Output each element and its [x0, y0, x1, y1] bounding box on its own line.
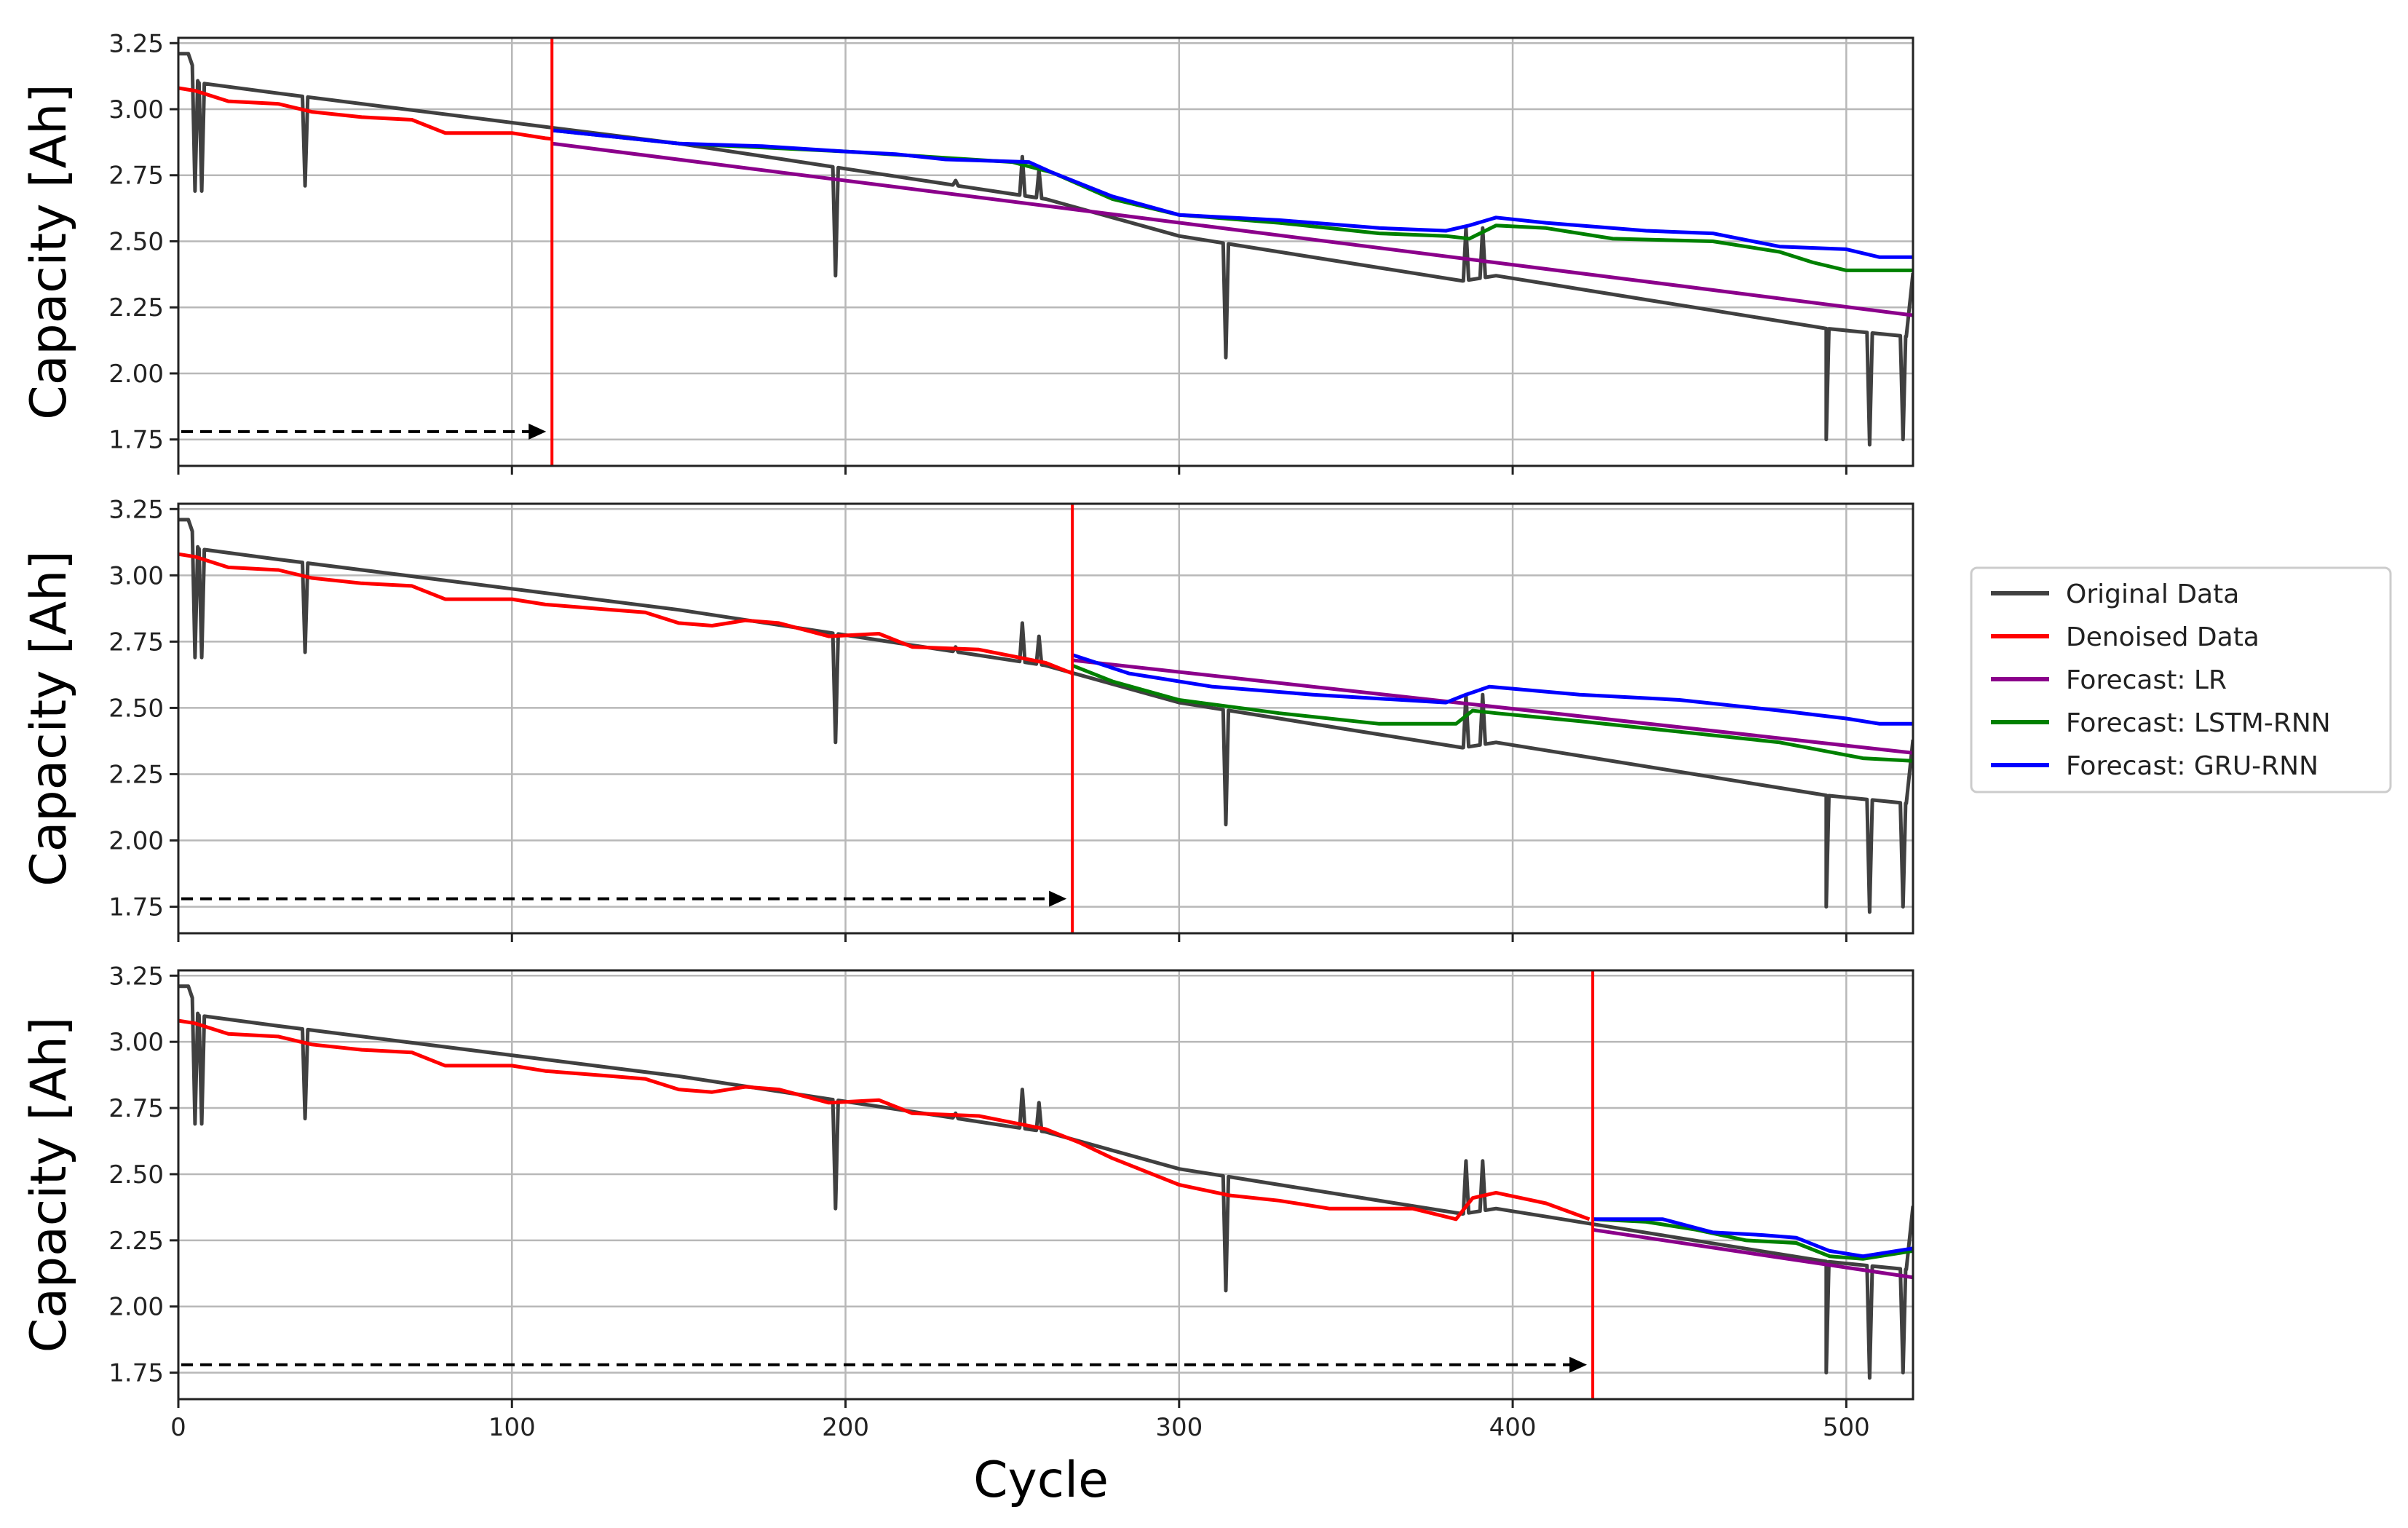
- y-tick-label: 3.00: [108, 1028, 164, 1057]
- x-tick-label: 300: [1155, 1413, 1203, 1442]
- original-data-line: [178, 52, 1913, 447]
- y-tick-label: 2.50: [108, 227, 164, 256]
- x-tick-label: 200: [822, 1413, 869, 1442]
- x-axis-label: Cycle: [973, 1452, 1109, 1509]
- y-tick-label: 2.25: [108, 293, 164, 322]
- panel-3: 1.75 2.00 2.25 2.50 2.75 3.00 3.25 0 100 200 300 40…: [20, 962, 1914, 1442]
- forecast-gru-line: [552, 128, 1913, 259]
- y-tick-label: 2.75: [108, 1094, 164, 1123]
- y-axis-label: Capacity [Ah]: [20, 1017, 78, 1353]
- axes-frame: [177, 969, 1914, 1401]
- arrow-head-icon: [528, 423, 547, 440]
- forecast-gru-line: [1072, 653, 1913, 726]
- y-tick-label: 2.75: [108, 628, 164, 657]
- plot-area: [178, 52, 1913, 447]
- y-tick-label: 2.25: [108, 1227, 164, 1256]
- denoised-data-line: [178, 1018, 1591, 1222]
- y-axis-label: Capacity [Ah]: [20, 550, 78, 886]
- forecast-lr-line: [1072, 658, 1913, 755]
- forecast-lstm-line: [552, 128, 1913, 272]
- y-tick-label: 3.25: [108, 962, 164, 991]
- y-tick-label: 2.50: [108, 694, 164, 723]
- y-tick-label: 2.50: [108, 1160, 164, 1189]
- original-data-line: [178, 518, 1913, 914]
- y-tick-label: 1.75: [108, 893, 164, 922]
- arrow-head-icon: [1049, 890, 1067, 907]
- legend: Original Data Denoised Data Forecast: LR…: [1970, 566, 2392, 793]
- forecast-lr-line: [551, 141, 1913, 317]
- x-tick-label: 0: [170, 1413, 186, 1442]
- legend-label-gru: Forecast: GRU-RNN: [2066, 751, 2318, 781]
- panel-1: 1.75 2.00 2.25 2.50 2.75 3.00 3.25 Capacity [Ah…: [20, 29, 1914, 475]
- legend-label-lr: Forecast: LR: [2066, 665, 2227, 695]
- forecast-lstm-line: [1072, 663, 1913, 763]
- original-data-line: [178, 984, 1913, 1380]
- y-tick-label: 2.00: [108, 827, 164, 856]
- y-tick-label: 2.75: [108, 162, 164, 191]
- axes-frame: [177, 36, 1914, 467]
- y-tick-label: 2.25: [108, 760, 164, 789]
- y-tick-label: 3.00: [108, 95, 164, 124]
- y-tick-label: 1.75: [108, 426, 164, 455]
- denoised-data-line: [178, 86, 553, 141]
- forecast-gru-line: [1593, 1217, 1913, 1259]
- denoised-data-line: [178, 552, 1074, 676]
- y-tick-label: 3.00: [108, 561, 164, 590]
- x-tick-label: 500: [1823, 1413, 1870, 1442]
- y-tick-label: 2.00: [108, 360, 164, 389]
- x-tick-label: 100: [488, 1413, 536, 1442]
- panel-2: 1.75 2.00 2.25 2.50 2.75 3.00 3.25 Capacity [Ah…: [20, 495, 1914, 942]
- y-tick-label: 1.75: [108, 1359, 164, 1388]
- arrow-head-icon: [1569, 1356, 1588, 1373]
- plot-area: [178, 518, 1913, 914]
- y-tick-label: 3.25: [108, 495, 164, 524]
- forecast-lstm-line: [1592, 1217, 1913, 1261]
- axes-frame: [177, 502, 1914, 935]
- forecast-lr-line: [1592, 1227, 1913, 1280]
- x-tick-label: 400: [1489, 1413, 1537, 1442]
- y-tick-label: 2.00: [108, 1293, 164, 1322]
- plot-area: [178, 984, 1913, 1380]
- y-axis-label: Capacity [Ah]: [20, 84, 78, 419]
- legend-label-denoised: Denoised Data: [2066, 622, 2260, 652]
- legend-box: [1970, 566, 2392, 793]
- legend-label-original: Original Data: [2066, 579, 2239, 609]
- legend-label-lstm: Forecast: LSTM-RNN: [2066, 708, 2331, 738]
- y-tick-label: 3.25: [108, 29, 164, 58]
